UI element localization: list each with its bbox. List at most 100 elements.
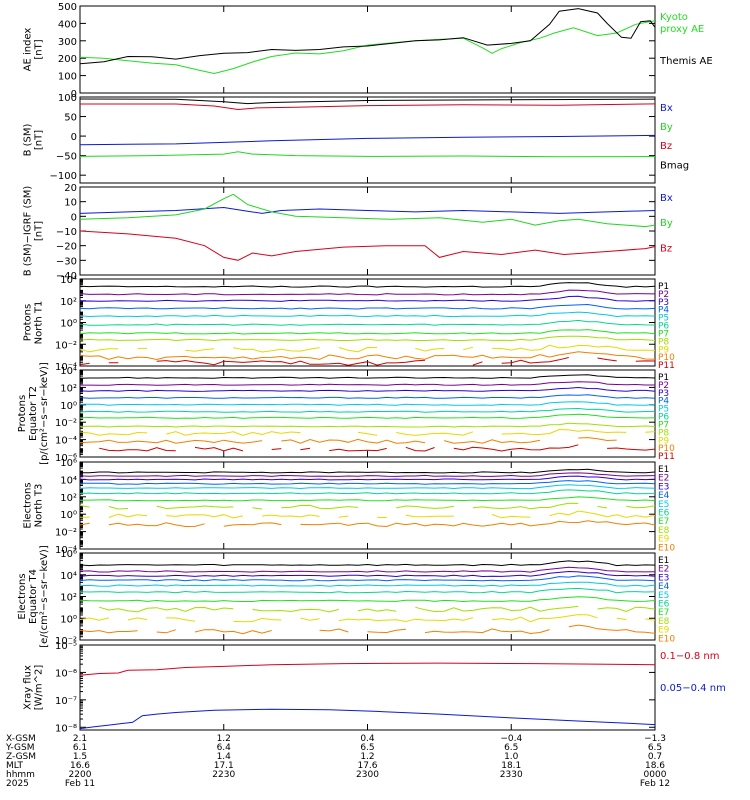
y-tick-label: 0 [71, 212, 77, 223]
y-tick-label: 10⁻⁶ [55, 668, 77, 679]
panel-bsm [79, 96, 656, 184]
channel-label: P11 [658, 452, 675, 462]
by-line [80, 151, 655, 158]
ephemeris-value: Feb 12 [640, 779, 670, 789]
xray-short-line [80, 708, 655, 730]
y-tick-label: 10⁰ [60, 510, 77, 521]
ephemeris-value: 6.1 [73, 743, 87, 753]
y-tick-label: 10⁶ [60, 458, 77, 469]
ephemeris-value: 6.5 [360, 743, 374, 753]
y-axis-label: [e/(cm²−s−sr−keV)] [39, 545, 50, 648]
ephemeris-row-label: Z-GSM [6, 752, 36, 762]
ephemeris-value: 2200 [69, 770, 92, 780]
panel-frame [79, 644, 656, 731]
channel-line-p5 [80, 401, 655, 406]
channel-line-e4 [80, 575, 655, 582]
panel-frame [79, 369, 656, 458]
channel-label: P10 [658, 444, 675, 454]
y-axis-label: [nT] [34, 221, 45, 241]
y-tick-label: 10⁻² [55, 340, 77, 351]
y-axis-label: AE index [23, 28, 34, 72]
y-tick-label: 10⁻⁷ [55, 696, 77, 707]
y-axis-label: North T3 [34, 484, 45, 528]
ephemeris-value: 6.4 [217, 743, 232, 753]
bmag-line [80, 98, 655, 105]
panel-data [80, 282, 655, 366]
y-tick-label: 10² [60, 493, 77, 504]
panel-frame [79, 461, 656, 550]
channel-label: P7 [658, 329, 669, 339]
channel-line-p3 [80, 295, 655, 302]
channel-label: E3 [658, 573, 669, 583]
ephemeris-value: 17.6 [357, 761, 377, 771]
xray-long-line [80, 662, 655, 676]
channel-line-p9 [80, 344, 655, 353]
channel-label: P1 [658, 282, 669, 292]
y-tick-label: 10⁻⁵ [55, 641, 77, 652]
channel-line-e4 [80, 480, 655, 485]
channel-label: E8 [658, 526, 670, 536]
y-tick-label: 10⁰ [60, 319, 77, 330]
channel-label: E9 [658, 626, 670, 636]
y-axis-label: Electrons [23, 482, 34, 528]
channel-label: E1 [658, 465, 669, 475]
y-tick-label: −30 [56, 256, 77, 267]
channel-label: P9 [658, 436, 669, 446]
y-tick-label: 500 [58, 2, 77, 13]
channel-label: P9 [658, 345, 669, 355]
panel-en [79, 461, 656, 550]
ephemeris-row-label: hhmm [6, 770, 35, 780]
channel-line-p3 [80, 386, 655, 392]
channel-label: P6 [658, 322, 669, 332]
panel-frame [79, 5, 656, 94]
themis-ae-line [80, 8, 655, 65]
channel-label: E7 [658, 608, 669, 618]
ephemeris-row-label: X-GSM [6, 734, 36, 744]
y-tick-label: 100 [58, 72, 77, 83]
y-axis-label: Protons [23, 304, 34, 341]
bx-line [80, 134, 655, 146]
y-axis-label: Xray flux [23, 665, 34, 710]
channel-label: P8 [658, 337, 669, 347]
y-tick-label: −10 [56, 227, 77, 238]
ephemeris-value: 1.2 [217, 734, 231, 744]
ephemeris-value: 2230 [212, 770, 235, 780]
ephemeris-value: 2330 [500, 770, 523, 780]
channel-line-e10 [80, 625, 693, 634]
channel-label: E1 [658, 556, 669, 566]
y-axis-label: [nT] [34, 39, 45, 59]
panel-pe [79, 369, 656, 458]
channel-label: P5 [658, 314, 669, 324]
channel-line-e1 [80, 560, 655, 567]
panel-data [80, 662, 655, 730]
channel-line-e10 [80, 520, 655, 528]
channel-label: E8 [658, 617, 670, 627]
ephemeris-value: 2300 [356, 770, 379, 780]
y-tick-label: −100 [50, 171, 77, 182]
channel-line-e1 [80, 468, 655, 474]
channel-line-e8 [80, 502, 655, 510]
channel-line-p9 [80, 428, 655, 436]
ephemeris-value: 0.4 [360, 734, 375, 744]
legend-label: Bz [660, 141, 672, 152]
y-axis-label: B (SM)−IGRF (SM) [23, 186, 34, 277]
channel-label: E10 [658, 634, 675, 644]
y-tick-label: 10² [60, 593, 77, 604]
legend-label: Themis AE [659, 56, 713, 67]
panel-ae [79, 5, 656, 94]
channel-label: E9 [658, 535, 670, 545]
panel-pn [79, 278, 656, 367]
channel-line-p2 [80, 381, 655, 386]
channel-label: P2 [658, 290, 669, 300]
channel-line-e7 [80, 496, 655, 502]
channel-line-p6 [80, 407, 655, 413]
y-tick-label: 10 [64, 198, 77, 209]
panel-data [80, 193, 655, 261]
y-tick-label: 10⁻² [55, 636, 77, 647]
panel-data [80, 98, 655, 158]
channel-line-e5 [80, 484, 655, 490]
ephemeris-value: −1.3 [644, 734, 666, 744]
channel-line-p11 [99, 444, 655, 452]
y-tick-label: −20 [56, 242, 77, 253]
